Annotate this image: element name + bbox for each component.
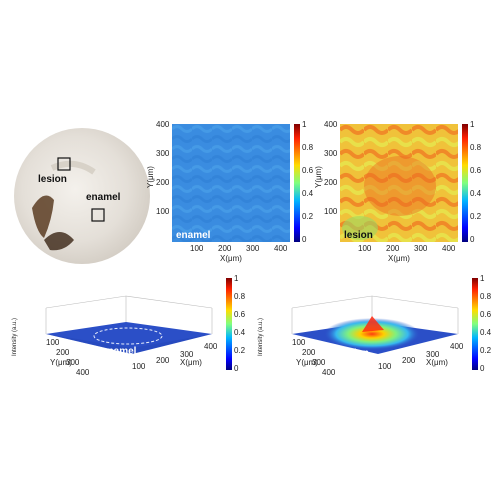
map-lesion: lesion 400 300 200 100 Y(μm) 100 200 300… xyxy=(314,118,490,278)
surface-enamel-ytick: 300 xyxy=(66,358,80,367)
surface-enamel-xtick: 200 xyxy=(156,356,170,365)
surface-enamel: enamel Intensity (a.u.) 100 200 300 400 … xyxy=(6,274,246,408)
surface-enamel-cbar-tick: 1 xyxy=(234,274,239,283)
map-lesion-xtick-200: 200 xyxy=(386,244,400,253)
surface-enamel-ytick: 100 xyxy=(46,338,60,347)
surface-lesion-cbar-tick: 0.6 xyxy=(480,310,492,319)
surface-enamel-plot xyxy=(45,295,213,354)
map-enamel-cbar-tick: 0.2 xyxy=(302,212,314,221)
map-enamel-xtick-400: 400 xyxy=(274,244,288,253)
map-lesion-xtick-100: 100 xyxy=(358,244,372,253)
map-lesion-plot xyxy=(340,124,458,242)
map-enamel-label: enamel xyxy=(176,230,211,241)
surface-enamel-cbar-tick: 0.6 xyxy=(234,310,246,319)
map-lesion-xtick-300: 300 xyxy=(414,244,428,253)
map-enamel-xtick-100: 100 xyxy=(190,244,204,253)
surface-enamel-cbar-tick: 0.4 xyxy=(234,328,246,337)
surface-enamel-y-axis-label: Y(μm) xyxy=(50,358,72,367)
photo-label-lesion: lesion xyxy=(38,174,67,185)
map-enamel-ytick-200: 200 xyxy=(156,178,170,187)
surface-lesion: lesion Intensity (a.u.) 100 200 300 400 … xyxy=(252,274,494,408)
photo-label-enamel: enamel xyxy=(86,192,121,203)
surface-enamel-cbar-tick: 0.8 xyxy=(234,292,246,301)
map-lesion-cbar-tick: 0 xyxy=(470,235,475,244)
map-lesion-cbar-tick: 0.4 xyxy=(470,189,482,198)
surface-lesion-xtick: 100 xyxy=(378,362,392,371)
map-enamel-cbar-tick: 1 xyxy=(302,120,307,129)
surface-enamel-ytick: 200 xyxy=(56,348,70,357)
surface-enamel-label: enamel xyxy=(102,346,137,357)
surface-enamel-ytick: 400 xyxy=(76,368,90,377)
map-enamel-ytick-300: 300 xyxy=(156,149,170,158)
map-lesion-x-axis-label: X(μm) xyxy=(388,254,410,263)
map-lesion-cbar-tick: 0.2 xyxy=(470,212,482,221)
surface-lesion-cbar-tick: 0.4 xyxy=(480,328,492,337)
surface-lesion-x-axis-label: X(μm) xyxy=(426,358,448,367)
map-lesion-cbar-tick: 0.6 xyxy=(470,166,482,175)
tooth-photo-image xyxy=(14,128,150,264)
surface-lesion-xtick: 400 xyxy=(450,342,464,351)
map-enamel-ytick-400: 400 xyxy=(156,120,170,129)
map-enamel-cbar-tick: 0.6 xyxy=(302,166,314,175)
map-lesion-cbar-tick: 0.8 xyxy=(470,143,482,152)
map-enamel-cbar-tick: 0 xyxy=(302,235,307,244)
enamel-roi-box xyxy=(91,208,105,222)
surface-enamel-cbar-tick: 0.2 xyxy=(234,346,246,355)
map-lesion-ytick-200: 200 xyxy=(324,178,338,187)
surface-lesion-colorbar xyxy=(472,278,478,370)
surface-enamel-x-axis-label: X(μm) xyxy=(180,358,202,367)
map-enamel-xtick-300: 300 xyxy=(246,244,260,253)
surface-lesion-cbar-tick: 0.2 xyxy=(480,346,492,355)
surface-lesion-plot xyxy=(291,295,459,354)
map-enamel-x-axis-label: X(μm) xyxy=(220,254,242,263)
surface-enamel-z-axis-label: Intensity (a.u.) xyxy=(12,317,18,356)
surface-lesion-ytick: 300 xyxy=(312,358,326,367)
map-lesion-label: lesion xyxy=(344,230,373,241)
map-enamel-xtick-200: 200 xyxy=(218,244,232,253)
surface-enamel-colorbar xyxy=(226,278,232,370)
map-lesion-y-axis-label: Y(μm) xyxy=(314,166,323,188)
map-enamel: enamel 400 300 200 100 Y(μm) 100 200 300… xyxy=(146,118,314,278)
map-enamel-cbar-tick: 0.4 xyxy=(302,189,314,198)
map-lesion-ytick-400: 400 xyxy=(324,120,338,129)
surface-lesion-xtick: 200 xyxy=(402,356,416,365)
surface-lesion-ytick: 200 xyxy=(302,348,316,357)
map-lesion-ytick-300: 300 xyxy=(324,149,338,158)
map-enamel-ytick-100: 100 xyxy=(156,207,170,216)
surface-enamel-xtick: 400 xyxy=(204,342,218,351)
surface-enamel-xtick: 100 xyxy=(132,362,146,371)
map-lesion-cbar-tick: 1 xyxy=(470,120,475,129)
surface-enamel-xtick: 300 xyxy=(180,350,194,359)
map-lesion-xtick-400: 400 xyxy=(442,244,456,253)
map-enamel-cbar-tick: 0.8 xyxy=(302,143,314,152)
surface-enamel-roi-ellipse xyxy=(93,327,163,345)
surface-lesion-label: lesion xyxy=(340,348,369,359)
surface-lesion-z-axis-label: Intensity (a.u.) xyxy=(258,317,264,356)
map-enamel-plot xyxy=(172,124,290,242)
surface-lesion-ytick: 100 xyxy=(292,338,306,347)
surface-lesion-cbar-tick: 1 xyxy=(480,274,485,283)
tooth-photo: lesion enamel xyxy=(14,128,150,264)
surface-lesion-ytick: 400 xyxy=(322,368,336,377)
map-lesion-ytick-100: 100 xyxy=(324,207,338,216)
surface-lesion-cbar-tick: 0 xyxy=(480,364,485,373)
lesion-roi-box xyxy=(57,157,71,171)
surface-lesion-y-axis-label: Y(μm) xyxy=(296,358,318,367)
map-lesion-colorbar xyxy=(462,124,468,242)
surface-lesion-cbar-tick: 0.8 xyxy=(480,292,492,301)
surface-enamel-cbar-tick: 0 xyxy=(234,364,239,373)
map-enamel-colorbar xyxy=(294,124,300,242)
surface-lesion-xtick: 300 xyxy=(426,350,440,359)
map-enamel-y-axis-label: Y(μm) xyxy=(146,166,155,188)
